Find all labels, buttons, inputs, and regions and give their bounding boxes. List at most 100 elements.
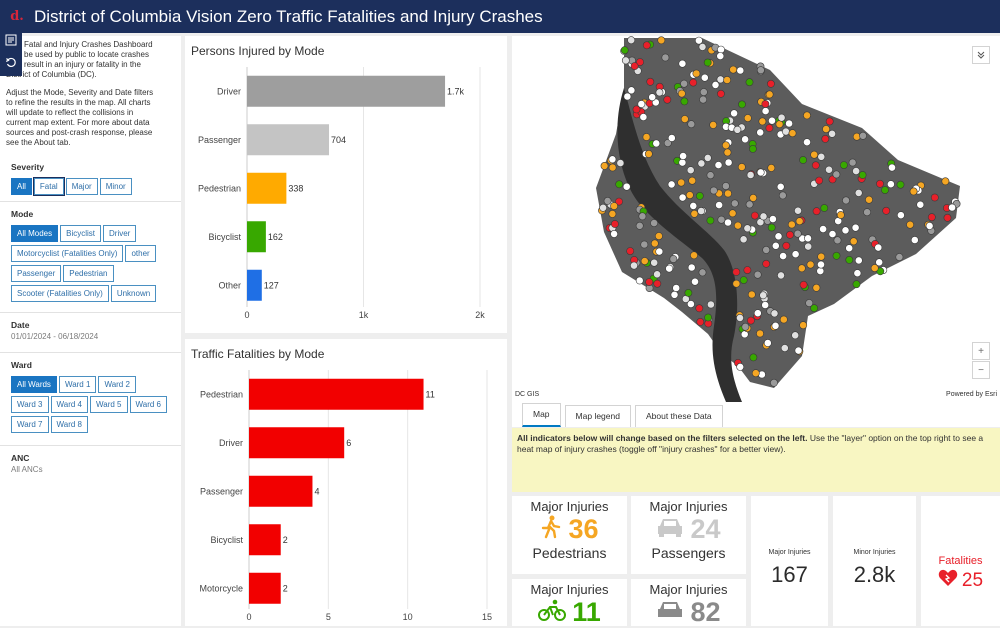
crash-marker[interactable] xyxy=(695,191,704,200)
crash-marker[interactable] xyxy=(821,135,830,143)
zoom-in-button[interactable]: + xyxy=(972,342,990,360)
crash-marker[interactable] xyxy=(748,145,757,153)
crash-marker[interactable] xyxy=(771,321,780,330)
crash-marker[interactable] xyxy=(759,291,768,300)
crash-marker[interactable] xyxy=(741,322,750,331)
crash-marker[interactable] xyxy=(730,199,739,208)
crash-marker[interactable] xyxy=(739,276,748,284)
crash-marker[interactable] xyxy=(724,218,732,227)
crash-marker[interactable] xyxy=(799,280,808,289)
crash-marker[interactable] xyxy=(854,256,863,265)
crash-marker[interactable] xyxy=(699,88,708,96)
crash-marker[interactable] xyxy=(815,176,823,185)
crash-marker[interactable] xyxy=(788,129,797,138)
crash-marker[interactable] xyxy=(771,241,780,250)
crash-marker[interactable] xyxy=(703,154,712,162)
crash-marker[interactable] xyxy=(804,242,813,251)
crash-marker[interactable] xyxy=(709,186,718,195)
crash-marker[interactable] xyxy=(698,42,707,51)
crash-marker[interactable] xyxy=(669,255,678,263)
crash-marker[interactable] xyxy=(655,247,664,256)
crash-marker[interactable] xyxy=(775,120,784,129)
crash-marker[interactable] xyxy=(845,255,854,264)
crash-marker[interactable] xyxy=(721,141,730,150)
crash-marker[interactable] xyxy=(610,202,618,210)
crash-marker[interactable] xyxy=(786,230,794,239)
crash-marker[interactable] xyxy=(896,211,905,220)
crash-marker[interactable] xyxy=(622,182,631,191)
crash-marker[interactable] xyxy=(839,161,848,170)
ward-option-1[interactable]: Ward 1 xyxy=(58,376,97,393)
crash-marker[interactable] xyxy=(874,243,883,252)
crash-marker[interactable] xyxy=(686,300,695,308)
crash-marker[interactable] xyxy=(778,191,787,200)
crash-marker[interactable] xyxy=(795,217,804,226)
crash-marker[interactable] xyxy=(736,362,745,371)
ward-option-2[interactable]: Ward 2 xyxy=(98,376,136,393)
crash-marker[interactable] xyxy=(780,344,789,352)
crash-marker[interactable] xyxy=(696,317,705,326)
crash-marker[interactable] xyxy=(699,95,707,104)
crash-marker[interactable] xyxy=(732,279,741,288)
crash-marker[interactable] xyxy=(941,177,950,186)
crash-marker[interactable] xyxy=(745,78,754,87)
anc-filter[interactable]: ANC All ANCs xyxy=(0,445,181,481)
crash-marker[interactable] xyxy=(689,78,698,87)
crash-marker[interactable] xyxy=(810,150,819,159)
crash-marker[interactable] xyxy=(758,117,767,126)
crash-marker[interactable] xyxy=(745,200,754,209)
crash-marker[interactable] xyxy=(716,89,725,98)
crash-marker[interactable] xyxy=(812,283,821,292)
crash-marker[interactable] xyxy=(608,209,617,218)
crash-marker[interactable] xyxy=(852,280,861,289)
crash-marker[interactable] xyxy=(703,58,712,67)
crash-marker[interactable] xyxy=(761,301,770,309)
crash-marker[interactable] xyxy=(817,252,826,261)
crash-marker[interactable] xyxy=(678,193,687,202)
crash-marker[interactable] xyxy=(842,196,850,205)
tab-map-legend[interactable]: Map legend xyxy=(564,405,631,427)
crash-marker[interactable] xyxy=(654,232,663,240)
crash-marker[interactable] xyxy=(743,266,752,274)
mode-option-all-modes[interactable]: All Modes xyxy=(11,225,59,242)
crash-marker[interactable] xyxy=(690,209,699,218)
crash-marker[interactable] xyxy=(680,115,689,123)
crash-marker[interactable] xyxy=(680,79,688,88)
crash-marker[interactable] xyxy=(793,229,802,238)
crash-marker[interactable] xyxy=(895,253,904,261)
crash-marker[interactable] xyxy=(817,260,825,269)
crash-marker[interactable] xyxy=(767,223,776,232)
crash-marker[interactable] xyxy=(765,90,774,99)
crash-marker[interactable] xyxy=(738,100,746,109)
crash-marker[interactable] xyxy=(724,189,732,198)
crash-marker[interactable] xyxy=(615,197,623,206)
crash-marker[interactable] xyxy=(852,167,860,175)
crash-marker[interactable] xyxy=(717,45,725,54)
crash-marker[interactable] xyxy=(805,299,814,307)
crash-marker[interactable] xyxy=(816,267,825,275)
crash-marker[interactable] xyxy=(841,226,850,235)
crash-marker[interactable] xyxy=(930,193,939,202)
crash-marker[interactable] xyxy=(925,221,934,230)
crash-marker[interactable] xyxy=(650,219,658,227)
crash-marker[interactable] xyxy=(768,215,777,223)
crash-marker[interactable] xyxy=(611,220,619,228)
crash-marker[interactable] xyxy=(749,353,758,362)
crash-marker[interactable] xyxy=(766,79,775,88)
crash-marker[interactable] xyxy=(603,196,612,205)
crash-marker[interactable] xyxy=(777,271,785,280)
crash-marker[interactable] xyxy=(697,207,706,215)
crash-marker[interactable] xyxy=(739,235,748,244)
ward-option-8[interactable]: Ward 8 xyxy=(50,416,88,433)
crash-marker[interactable] xyxy=(627,86,636,95)
crash-marker[interactable] xyxy=(767,163,776,172)
crash-marker[interactable] xyxy=(759,212,768,221)
crash-marker[interactable] xyxy=(751,369,760,378)
crash-marker[interactable] xyxy=(896,180,905,189)
crash-marker[interactable] xyxy=(756,66,765,75)
crash-marker[interactable] xyxy=(663,95,672,104)
crash-marker[interactable] xyxy=(650,258,659,267)
mode-option-bicyclist[interactable]: Bicyclist xyxy=(60,225,102,242)
crash-marker[interactable] xyxy=(638,212,647,221)
crash-marker[interactable] xyxy=(812,207,821,216)
